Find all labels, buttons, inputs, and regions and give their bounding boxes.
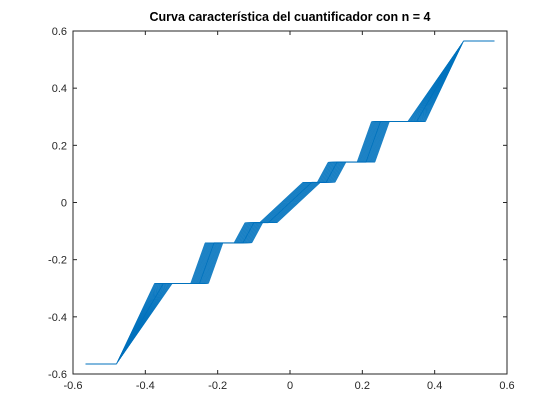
y-tick-label: 0.2 [52,140,67,152]
chart-title: Curva característica del cuantificador c… [149,10,430,24]
y-tick-label: 0 [61,198,67,210]
y-tick-label: -0.2 [48,255,67,267]
series-line-trace [85,40,495,365]
y-tick-label: -0.4 [48,312,67,324]
y-tick-label: 0.6 [52,26,67,38]
x-tick-label: 0 [287,380,293,392]
plot-lines [85,40,495,365]
x-tick-label: 0.4 [427,380,442,392]
y-tick-label: -0.6 [48,369,67,381]
x-tick-label: -0.4 [136,380,155,392]
x-tick-label: -0.6 [64,380,83,392]
x-tick-label: -0.2 [208,380,227,392]
axis-ticks: -0.6 -0.4 -0.2 0 0.2 0.4 0.6 -0.6 -0.4 -0.2 0 0.2 0.… [48,26,515,392]
x-tick-label: 0.6 [499,380,514,392]
x-tick-label: 0.2 [355,380,370,392]
y-tick-label: 0.4 [52,83,67,95]
